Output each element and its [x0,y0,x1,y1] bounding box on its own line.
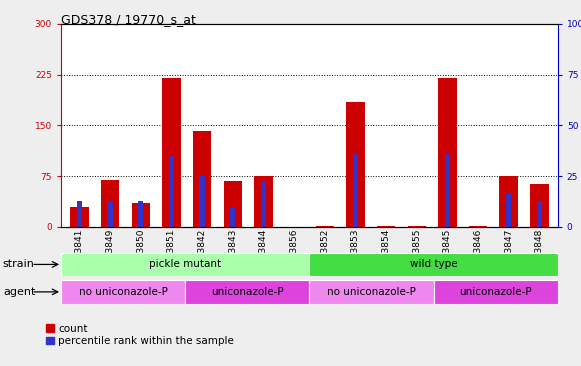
Text: strain: strain [3,259,35,269]
Bar [199,176,205,227]
Text: no uniconazole-P: no uniconazole-P [78,287,167,297]
Bar [193,131,211,227]
Text: GDS378 / 19770_s_at: GDS378 / 19770_s_at [61,13,196,26]
Bar [407,226,426,227]
Bar [138,201,144,227]
Text: agent: agent [3,287,35,297]
Bar [346,102,365,227]
Bar [500,176,518,227]
Bar [433,280,558,304]
Text: no uniconazole-P: no uniconazole-P [327,287,416,297]
Bar [77,201,82,227]
Bar [230,206,235,227]
Bar [261,182,266,227]
Bar [537,201,542,227]
Bar [61,280,185,304]
Text: wild type: wild type [410,259,457,269]
Bar [530,184,548,227]
Text: uniconazole-P: uniconazole-P [211,287,284,297]
Bar [168,156,174,227]
Bar [61,253,309,276]
Bar [309,253,558,276]
Bar [224,181,242,227]
Bar [309,280,433,304]
Bar [353,154,358,227]
Bar [469,226,487,227]
Bar [506,194,511,227]
Bar [185,280,309,304]
Bar [254,176,272,227]
Bar [315,225,334,227]
Bar [131,203,150,227]
Bar [70,206,88,227]
Bar [107,201,113,227]
Bar [101,179,119,227]
Text: pickle mutant: pickle mutant [149,259,221,269]
Bar [377,226,395,227]
Legend: count, percentile rank within the sample: count, percentile rank within the sample [46,324,234,346]
Bar [438,78,457,227]
Bar [444,154,450,227]
Text: uniconazole-P: uniconazole-P [460,287,532,297]
Bar [162,78,181,227]
